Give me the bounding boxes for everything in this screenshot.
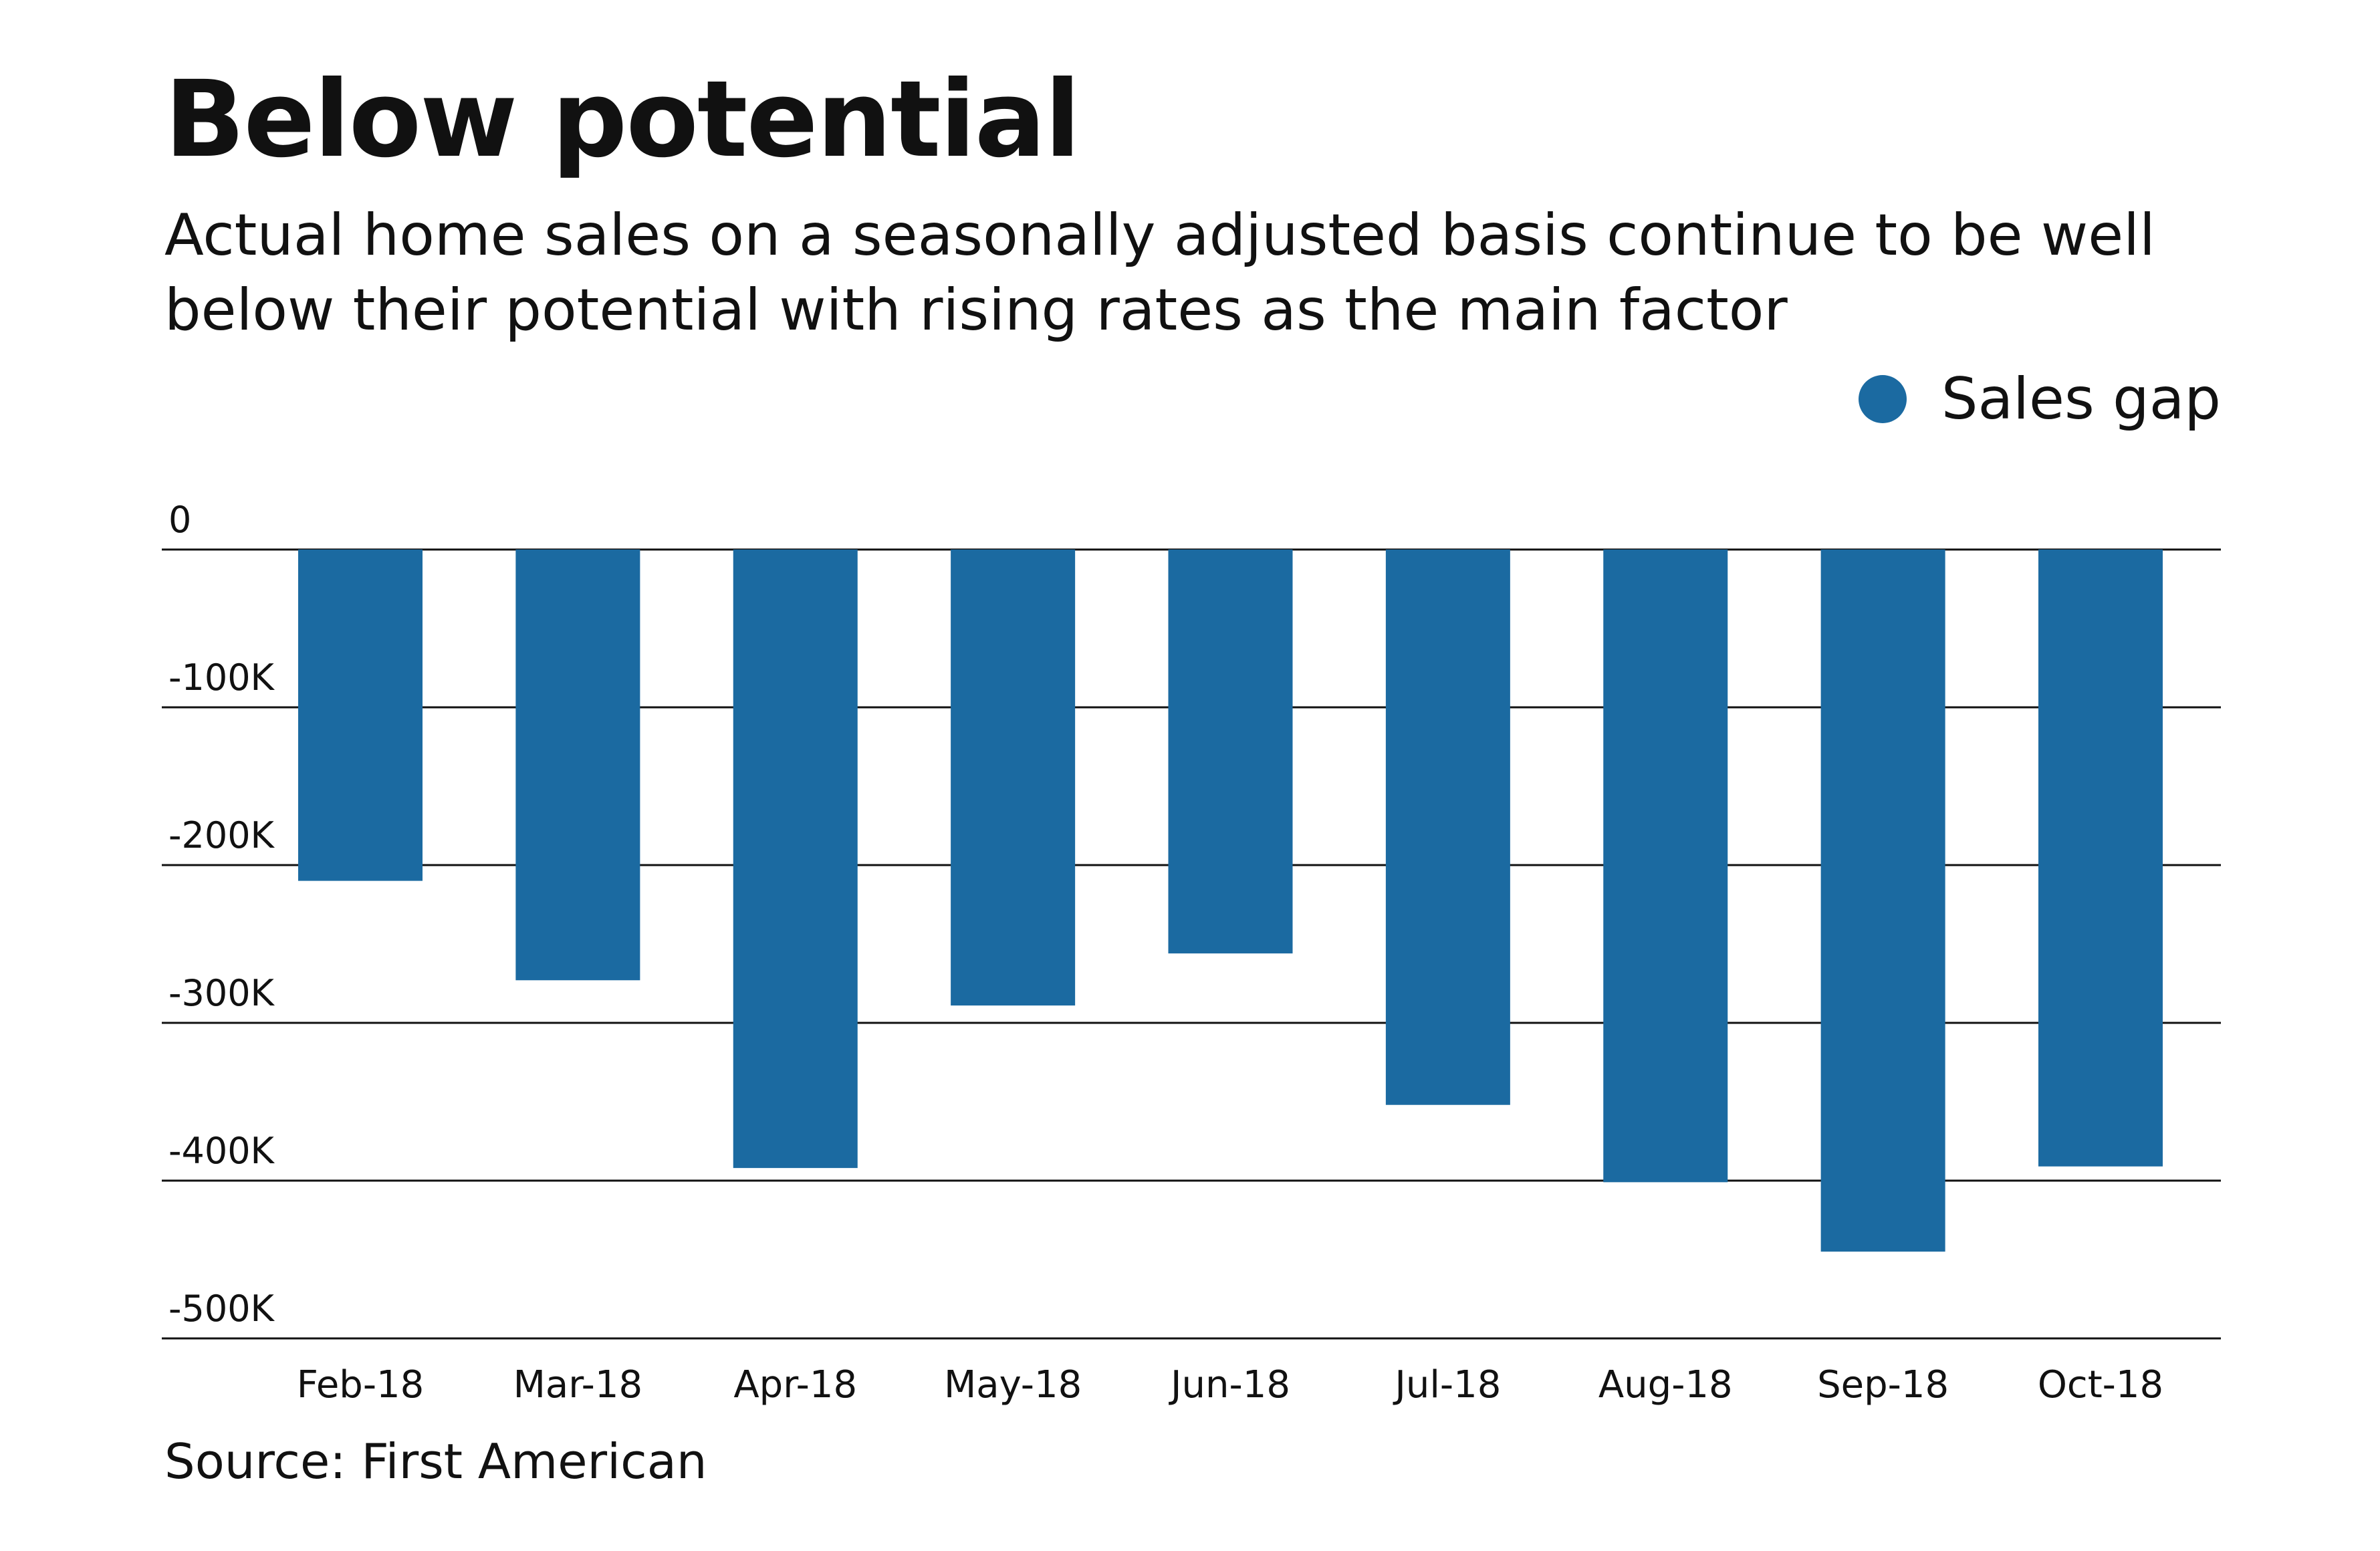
x-tick-label: Apr-18 <box>733 1363 857 1407</box>
legend: Sales gap <box>1858 366 2221 433</box>
bar <box>1168 550 1293 954</box>
bar <box>1603 550 1728 1183</box>
y-tick-label: 0 <box>168 499 191 541</box>
legend-swatch-sales-gap <box>1858 375 1907 423</box>
x-tick-label: Oct-18 <box>2038 1363 2163 1407</box>
y-tick-label: -300K <box>168 972 275 1014</box>
y-tick-label: -500K <box>168 1288 275 1330</box>
bar <box>1385 550 1510 1105</box>
chart-subtitle: Actual home sales on a seasonally adjust… <box>164 202 2155 344</box>
bar <box>1820 550 1945 1252</box>
x-tick-label: Jul-18 <box>1393 1363 1501 1407</box>
source-note: Source: First American <box>164 1433 707 1489</box>
x-tick-label: Aug-18 <box>1598 1363 1733 1407</box>
x-tick-label: May-18 <box>944 1363 1082 1407</box>
bar <box>733 550 858 1169</box>
chart-title: Below potential <box>164 58 1081 181</box>
y-tick-label: -100K <box>168 657 275 699</box>
y-tick-label: -400K <box>168 1130 275 1172</box>
x-tick-label: Mar-18 <box>513 1363 643 1407</box>
y-tick-label: -200K <box>168 814 275 856</box>
x-tick-label: Sep-18 <box>1817 1363 1949 1407</box>
bar <box>298 550 423 881</box>
bar <box>515 550 640 981</box>
x-tick-label: Jun-18 <box>1169 1363 1290 1407</box>
x-tick-label: Feb-18 <box>297 1363 425 1407</box>
bar <box>951 550 1076 1006</box>
legend-label-sales-gap: Sales gap <box>1941 366 2221 433</box>
bar <box>2038 550 2163 1167</box>
